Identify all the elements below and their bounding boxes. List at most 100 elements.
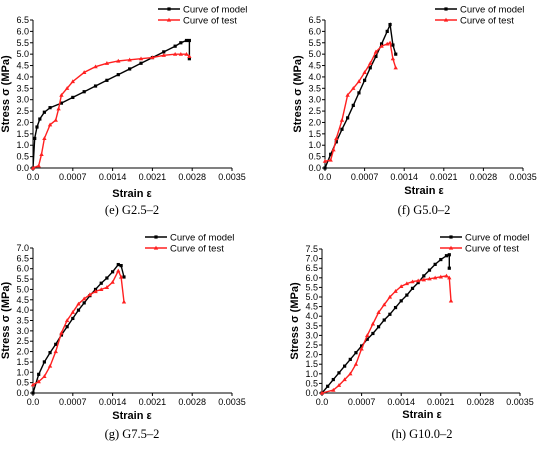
data-point-model	[71, 95, 75, 100]
data-point-test	[70, 79, 75, 84]
data-point-test	[116, 58, 121, 63]
x-tick-label: 0.0021	[430, 172, 458, 182]
x-tick-label: 0.0028	[467, 397, 495, 407]
x-tick-label: 0.0007	[59, 397, 87, 407]
x-tick-label: 0.0028	[470, 172, 498, 182]
data-point-test	[404, 281, 410, 286]
legend-label-model: Curve of model	[465, 233, 529, 244]
y-tick-label: 7.0	[305, 254, 318, 264]
series-line-model	[32, 39, 191, 169]
y-tick-label: 2.0	[16, 117, 29, 127]
y-tick-label: 2.0	[305, 350, 318, 360]
data-point-model	[139, 61, 143, 65]
data-point-test	[319, 390, 325, 395]
y-tick-label: 3.5	[16, 83, 29, 93]
data-point-model	[376, 325, 381, 329]
data-point-model	[42, 360, 46, 364]
data-point-test	[110, 279, 115, 284]
y-tick-label: 4.0	[308, 72, 321, 82]
chart-panel-3: 0.00.51.01.52.02.53.03.54.04.55.05.56.06…	[0, 233, 246, 442]
data-point-model	[71, 316, 75, 321]
data-point-model	[379, 42, 384, 46]
data-point-test	[379, 43, 384, 48]
data-point-test	[36, 163, 41, 168]
data-point-test	[104, 61, 110, 65]
legend-marker-test	[153, 245, 159, 250]
y-tick-label: 6.0	[16, 26, 29, 36]
data-point-model	[360, 344, 364, 348]
legend-marker-model	[449, 235, 453, 239]
data-point-test	[116, 268, 121, 273]
data-point-model	[337, 371, 341, 375]
data-point-test	[30, 382, 36, 387]
data-point-model	[382, 318, 386, 322]
data-point-model	[326, 384, 330, 388]
legend-label-test: Curve of test	[183, 16, 237, 27]
legend-marker-model	[154, 235, 158, 239]
x-tick-label: 0.0	[27, 172, 40, 182]
y-tick-label: 0.5	[16, 378, 29, 388]
data-point-model	[329, 152, 333, 156]
data-point-test	[53, 117, 58, 122]
series-line-test	[32, 269, 125, 386]
data-point-model	[162, 50, 166, 54]
data-point-test	[42, 136, 47, 140]
y-axis-label: Stress σ (MPa)	[0, 282, 12, 360]
data-point-model	[65, 325, 69, 329]
data-point-model	[111, 270, 115, 274]
data-point-model	[99, 281, 103, 285]
y-tick-label: 1.0	[305, 369, 318, 379]
panel-caption: (h) G10.0–2	[391, 427, 452, 441]
data-point-test	[339, 117, 345, 122]
data-point-test	[370, 321, 376, 326]
data-point-model	[38, 117, 42, 121]
data-point-model	[122, 275, 126, 279]
data-point-model	[391, 43, 395, 47]
data-point-model	[173, 44, 177, 48]
data-point-model	[439, 257, 443, 262]
data-point-test	[345, 92, 350, 97]
y-tick-label: 1.0	[16, 140, 29, 150]
y-tick-label: 2.5	[16, 106, 29, 116]
data-point-test	[351, 86, 356, 90]
data-point-test	[118, 274, 124, 279]
y-tick-label: 3.0	[16, 326, 29, 336]
series-line-test	[324, 41, 397, 162]
y-tick-label: 3.0	[16, 95, 29, 105]
series-line-test	[32, 53, 190, 169]
data-point-model	[76, 308, 81, 312]
y-tick-label: 5.0	[16, 49, 29, 59]
y-tick-label: 4.5	[305, 302, 318, 312]
data-point-model	[393, 305, 398, 310]
data-point-model	[128, 67, 132, 71]
panel-caption: (f) G5.0–2	[398, 203, 451, 217]
data-point-test	[99, 287, 104, 292]
data-point-test	[373, 49, 379, 54]
y-tick-label: 6.0	[308, 26, 321, 36]
data-point-test	[42, 374, 47, 379]
data-point-model	[365, 337, 369, 341]
y-tick-label: 5.0	[308, 49, 321, 59]
data-point-test	[427, 276, 432, 281]
y-tick-label: 5.5	[308, 38, 321, 48]
data-point-test	[104, 285, 110, 289]
data-point-test	[410, 279, 415, 284]
data-point-test	[172, 51, 178, 56]
data-point-model	[371, 331, 375, 336]
legend-marker-model	[167, 7, 171, 11]
y-tick-label: 0.0	[16, 388, 29, 398]
x-tick-label: 0.0035	[506, 397, 534, 407]
data-point-test	[415, 278, 421, 283]
data-point-model	[93, 84, 98, 88]
x-axis-label: Strain ε	[112, 410, 152, 422]
y-tick-label: 5.5	[305, 282, 318, 292]
data-point-model	[82, 90, 86, 94]
x-tick-label: 0.0021	[139, 397, 167, 407]
data-point-model	[343, 364, 347, 368]
data-point-model	[394, 52, 398, 56]
x-tick-label: 0.0014	[387, 397, 415, 407]
data-point-model	[105, 276, 109, 280]
x-axis-label: Strain ε	[402, 409, 442, 421]
